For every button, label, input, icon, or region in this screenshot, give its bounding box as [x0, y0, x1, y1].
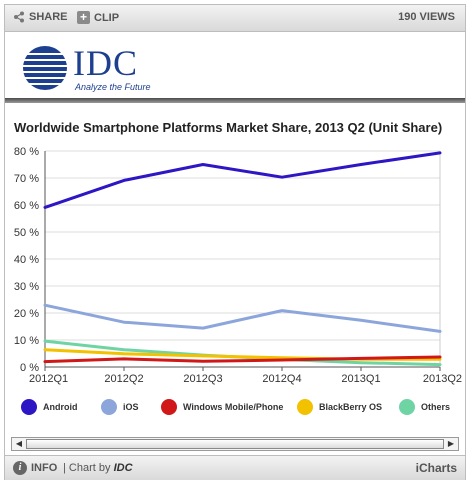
series-line-android: [43, 151, 442, 209]
widget-footer: i INFO | Chart by IDC iCharts: [5, 455, 465, 480]
line-chart: 0 % 10 % 20 % 30 % 40 % 50 % 60 % 70 % 80 % 2012…: [14, 146, 462, 385]
y-tick-label: 40 %: [14, 254, 39, 266]
plus-icon: +: [77, 11, 90, 24]
timeline-scrollbar[interactable]: ◀ ▶: [11, 437, 459, 451]
y-tick-labels: 0 % 10 % 20 % 30 % 40 % 50 % 60 % 70 % 80 %: [14, 146, 39, 374]
chart-credit: | Chart by IDC: [63, 462, 133, 474]
legend-label-ios: iOS: [123, 402, 139, 412]
views-count: 190 VIEWS: [398, 11, 455, 23]
clip-button[interactable]: + CLIP: [77, 11, 119, 24]
widget-toolbar: SHARE + CLIP 190 VIEWS: [5, 5, 465, 32]
legend-item-ios[interactable]: iOS: [101, 399, 139, 415]
chart-credit-name: IDC: [113, 462, 133, 474]
y-tick-label: 80 %: [14, 146, 39, 158]
logo-divider: [5, 98, 465, 103]
legend-swatch-blackberry: [297, 399, 313, 415]
idc-globe-logo: [23, 46, 67, 90]
info-icon[interactable]: i: [13, 461, 27, 475]
chart-title: Worldwide Smartphone Platforms Market Sh…: [14, 120, 443, 135]
legend-item-android[interactable]: Android: [21, 399, 78, 415]
scroll-right-icon[interactable]: ▶: [447, 439, 455, 448]
y-tick-label: 10 %: [14, 335, 39, 347]
y-tick-label: 50 %: [14, 227, 39, 239]
icharts-brand-link[interactable]: iCharts: [415, 461, 457, 475]
y-tick-label: 30 %: [14, 281, 39, 293]
y-tick-label: 70 %: [14, 173, 39, 185]
y-tick-label: 60 %: [14, 200, 39, 212]
share-label: SHARE: [29, 11, 68, 23]
series-line-windows-mobile-phone: [43, 355, 442, 364]
x-tick-label: 2012Q2: [104, 373, 143, 385]
logo-banner: IDC Analyze the Future: [5, 32, 465, 98]
info-button[interactable]: INFO: [31, 462, 58, 474]
idc-wordmark: IDC: [73, 43, 138, 83]
legend-label-android: Android: [43, 402, 78, 412]
chart-legend: Android iOS Windows Mobile/Phone BlackBe…: [5, 395, 465, 421]
chart-widget: SHARE + CLIP 190 VIEWS IDC Analyze the F…: [4, 4, 466, 480]
legend-swatch-others: [399, 399, 415, 415]
idc-tagline: Analyze the Future: [75, 82, 151, 92]
axes: [44, 151, 441, 371]
chart-credit-prefix: | Chart by: [63, 462, 111, 474]
legend-item-others[interactable]: Others: [399, 399, 450, 415]
gridlines: [45, 150, 440, 341]
x-tick-label: 2012Q4: [262, 373, 301, 385]
legend-swatch-windows: [161, 399, 177, 415]
x-tick-label: 2013Q2: [423, 373, 462, 385]
legend-swatch-ios: [101, 399, 117, 415]
clip-label: CLIP: [94, 11, 120, 24]
legend-label-blackberry: BlackBerry OS: [319, 402, 383, 412]
legend-swatch-android: [21, 399, 37, 415]
y-tick-label: 20 %: [14, 308, 39, 320]
share-icon: [14, 11, 24, 23]
legend-item-windows[interactable]: Windows Mobile/Phone: [161, 399, 283, 415]
series-lines: [43, 151, 442, 367]
scroll-left-icon[interactable]: ◀: [15, 439, 23, 448]
series-line-ios: [43, 303, 442, 333]
y-tick-label: 0 %: [20, 362, 39, 374]
x-tick-label: 2012Q3: [183, 373, 222, 385]
scrollbar-thumb[interactable]: [26, 439, 444, 449]
x-tick-labels: 2012Q1 2012Q2 2012Q3 2012Q4 2013Q1 2013Q2: [29, 373, 462, 385]
legend-item-blackberry[interactable]: BlackBerry OS: [297, 399, 382, 415]
x-tick-label: 2012Q1: [29, 373, 68, 385]
legend-label-windows: Windows Mobile/Phone: [183, 402, 284, 412]
legend-label-others: Others: [421, 402, 451, 412]
x-tick-label: 2013Q1: [341, 373, 380, 385]
share-button[interactable]: SHARE: [13, 11, 68, 23]
